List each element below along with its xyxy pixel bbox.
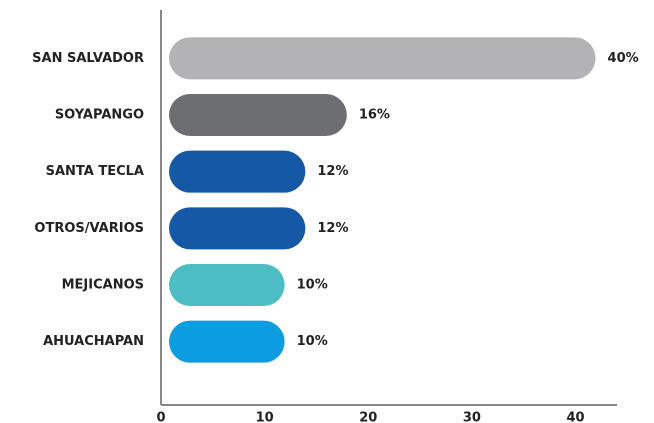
- value-label: 10%: [297, 334, 328, 349]
- y-tick-label: MEJICANOS: [62, 278, 144, 293]
- bar: [169, 94, 347, 136]
- y-tick-label: SAN SALVADOR: [32, 51, 144, 66]
- x-tick-label: 30: [463, 411, 481, 423]
- bar: [169, 320, 285, 363]
- value-label: 40%: [608, 51, 639, 66]
- y-tick-label: SANTA TECLA: [46, 164, 144, 179]
- y-tick-label: AHUACHAPAN: [43, 334, 144, 349]
- value-label: 12%: [317, 164, 348, 179]
- x-tick-label: 40: [566, 411, 584, 423]
- bar: [169, 264, 285, 306]
- bar: [169, 37, 596, 80]
- x-tick-label: 20: [359, 411, 377, 423]
- y-tick-label: SOYAPANGO: [55, 108, 144, 123]
- x-tick-label: 10: [256, 411, 274, 423]
- value-label: 12%: [317, 221, 348, 236]
- value-label: 10%: [297, 278, 328, 293]
- value-label: 16%: [359, 108, 390, 123]
- x-tick-label: 0: [156, 411, 165, 423]
- bar: [169, 150, 306, 193]
- bar: [169, 207, 306, 250]
- y-tick-label: OTROS/VARIOS: [34, 221, 144, 236]
